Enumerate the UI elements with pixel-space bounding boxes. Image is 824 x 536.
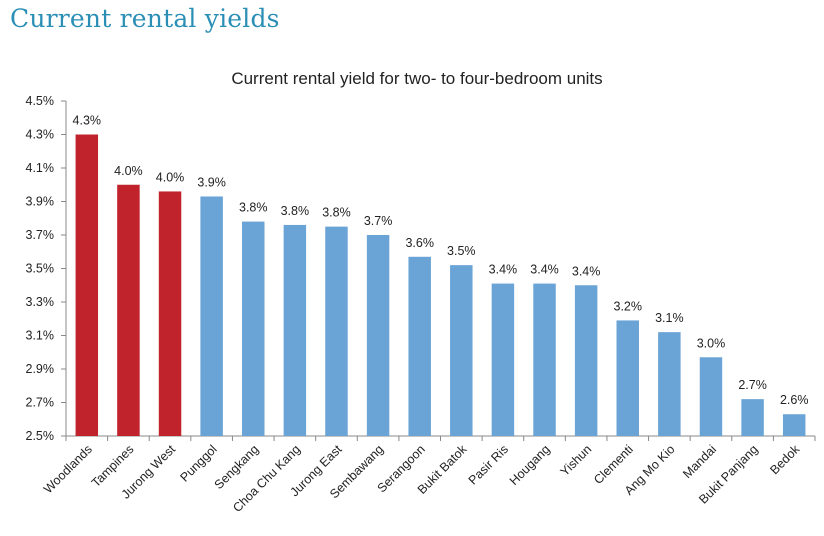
data-label: 4.0% [114,164,143,178]
y-tick-label: 3.9% [26,195,55,209]
y-axis: 4.5% 4.3% 4.1% 3.9% 3.7% 3.5% 3.3% 3.1% 2.9% 2.7%… [26,94,67,443]
data-label: 3.7% [364,214,393,228]
x-tick-label: Woodlands [41,442,95,496]
x-tick-label: Bedok [767,442,802,477]
bar [658,332,681,436]
data-label: 4.0% [156,170,185,184]
data-labels: 4.3% 4.0% 4.0% 3.9% 3.8% 3.8% 3.8% 3.7% 3.6% 3.5%… [73,114,809,408]
data-label: 3.4% [489,263,518,277]
data-label: 3.8% [281,204,310,218]
x-axis [65,435,816,441]
bar [616,320,639,436]
bar [75,134,99,436]
page-title: Current rental yields [10,4,280,33]
x-tick-label: Pasir Ris [466,442,511,487]
data-label: 3.8% [239,201,268,215]
y-tick-label: 4.3% [26,128,55,142]
data-label: 3.2% [614,299,643,313]
bar [408,256,431,436]
data-label: 4.3% [73,114,102,128]
bar [450,265,473,436]
data-label: 3.1% [655,311,684,325]
y-tick-label: 3.7% [26,228,55,242]
y-tick-label: 3.3% [26,295,55,309]
data-label: 2.7% [738,378,767,392]
bar [366,235,390,436]
y-tick-label: 4.5% [26,94,55,108]
bar [782,414,806,436]
data-label: 3.5% [447,244,476,258]
x-tick-label: Mandai [680,442,719,481]
data-label: 3.4% [530,263,559,277]
data-label: 2.6% [780,393,809,407]
y-tick-label: 2.9% [26,362,55,376]
bar [325,226,348,436]
data-label: 3.8% [322,206,351,220]
x-tick-label: Punggol [177,442,219,484]
y-tick-label: 2.5% [26,429,55,443]
bar [117,184,140,436]
bar [741,399,764,436]
x-tick-label: Yishun [558,442,595,479]
x-tick-label: Hougang [507,442,553,488]
chart-title: Current rental yield for two- to four-be… [231,69,602,88]
bar [200,196,223,436]
data-label: 3.0% [697,336,726,350]
data-label: 3.6% [405,236,434,250]
bar [491,283,515,436]
y-tick-label: 2.7% [26,396,55,410]
data-label: 3.9% [197,175,226,189]
bar [283,224,307,436]
bar [242,221,265,436]
bar [533,283,556,436]
bar [158,191,182,436]
bars [75,134,806,436]
y-tick-label: 3.5% [26,262,55,276]
y-tick-label: 4.1% [26,161,55,175]
bar [699,357,723,436]
y-tick-label: 3.1% [26,329,55,343]
data-label: 3.4% [572,264,601,278]
bar [574,285,598,436]
